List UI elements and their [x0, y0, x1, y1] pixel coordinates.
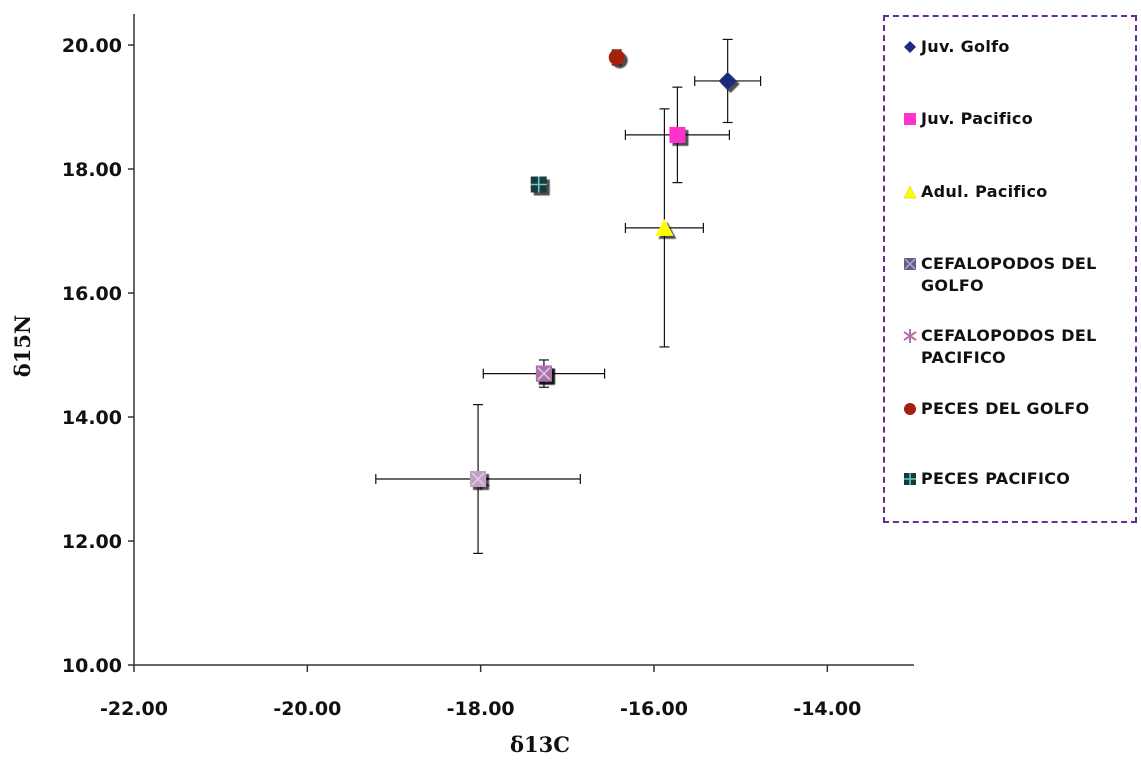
legend-item-peces-golfo: PECES DEL GOLFO: [903, 398, 1141, 420]
y-tick-label: 10.00: [62, 655, 122, 677]
legend: Juv. Golfo Juv. Pacifico Adul. Pacifico …: [883, 15, 1137, 523]
square-plus-marker-icon: [904, 473, 916, 485]
data-point-square-plus: [530, 176, 547, 193]
circle-marker-icon: [904, 403, 916, 415]
legend-label: Adul. Pacifico: [921, 182, 1048, 201]
legend-label: PECES DEL GOLFO: [921, 399, 1090, 418]
legend-label: PECES PACIFICO: [921, 469, 1071, 488]
data-point-diamond: [718, 71, 737, 90]
square-marker-icon: [904, 113, 916, 125]
legend-item-cefalopodos-golfo: CEFALOPODOS DEL GOLFO: [903, 253, 1141, 297]
y-tick-label: 16.00: [62, 283, 122, 305]
x-ticks: -22.00 -20.00 -18.00 -16.00 -14.00: [100, 665, 861, 720]
x-tick-label: -20.00: [273, 698, 341, 720]
asterisk-marker-icon: [903, 329, 917, 343]
y-axis-title: δ15N: [10, 315, 35, 377]
diamond-marker-icon: [904, 41, 916, 53]
x-tick-label: -18.00: [447, 698, 515, 720]
legend-label: CEFALOPODOS DEL PACIFICO: [921, 326, 1097, 367]
data-point-square-x: [535, 365, 552, 382]
legend-item-cefalopodos-pacifico: CEFALOPODOS DEL PACIFICO: [903, 325, 1141, 369]
data-points: [469, 49, 737, 487]
legend-item-adul-pacifico: Adul. Pacifico: [903, 181, 1141, 203]
x-tick-label: -16.00: [620, 698, 688, 720]
x-tick-label: -14.00: [793, 698, 861, 720]
legend-item-juv-pacifico: Juv. Pacifico: [903, 108, 1141, 130]
legend-item-peces-pacifico: PECES PACIFICO: [903, 468, 1141, 490]
y-tick-label: 12.00: [62, 531, 122, 553]
square-x-marker-icon: [904, 258, 916, 270]
data-point-square-x: [470, 471, 487, 487]
data-point-circle: [608, 49, 625, 66]
y-tick-label: 20.00: [62, 35, 122, 57]
error-bars: [375, 38, 762, 555]
axes: [133, 14, 914, 666]
legend-item-juv-golfo: Juv. Golfo: [903, 36, 1141, 58]
legend-label: CEFALOPODOS DEL GOLFO: [921, 254, 1097, 295]
legend-label: Juv. Pacifico: [921, 109, 1034, 128]
data-point-triangle: [655, 218, 674, 236]
y-ticks: 10.00 12.00 14.00 16.00 18.00 20.00: [62, 35, 134, 677]
y-tick-label: 18.00: [62, 159, 122, 181]
triangle-marker-icon: [903, 185, 917, 199]
y-tick-label: 14.00: [62, 407, 122, 429]
x-tick-label: -22.00: [100, 698, 168, 720]
x-axis-title: δ13C: [510, 732, 570, 757]
data-point-square: [669, 126, 686, 143]
legend-label: Juv. Golfo: [921, 37, 1010, 56]
